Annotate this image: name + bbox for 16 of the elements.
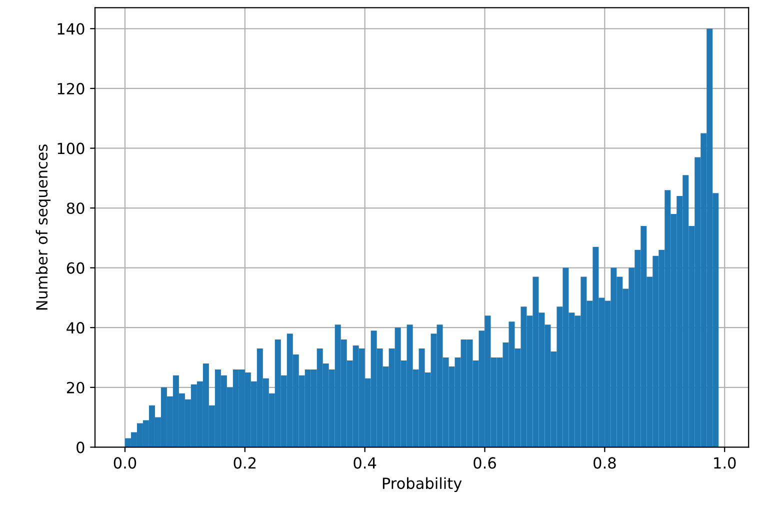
- y-tick-label: 0: [76, 442, 84, 454]
- y-axis-title: Number of sequences: [36, 144, 51, 310]
- x-tick-label: 0.6: [474, 457, 496, 469]
- y-tick-label: 60: [66, 262, 84, 274]
- y-tick-label: 20: [66, 382, 84, 394]
- x-tick-label: 0.2: [234, 457, 256, 469]
- x-tick-label: 0.0: [114, 457, 136, 469]
- x-tick-label: 0.8: [594, 457, 616, 469]
- y-tick-label: 120: [58, 82, 84, 94]
- x-axis-title: Probability: [382, 477, 462, 492]
- y-tick-label: 80: [66, 202, 84, 214]
- y-tick-label: 40: [66, 322, 84, 334]
- y-tick-label: 140: [58, 23, 84, 35]
- x-tick-label: 1.0: [714, 457, 736, 469]
- y-tick-label: 100: [58, 142, 84, 154]
- x-tick-label: 0.4: [354, 457, 376, 469]
